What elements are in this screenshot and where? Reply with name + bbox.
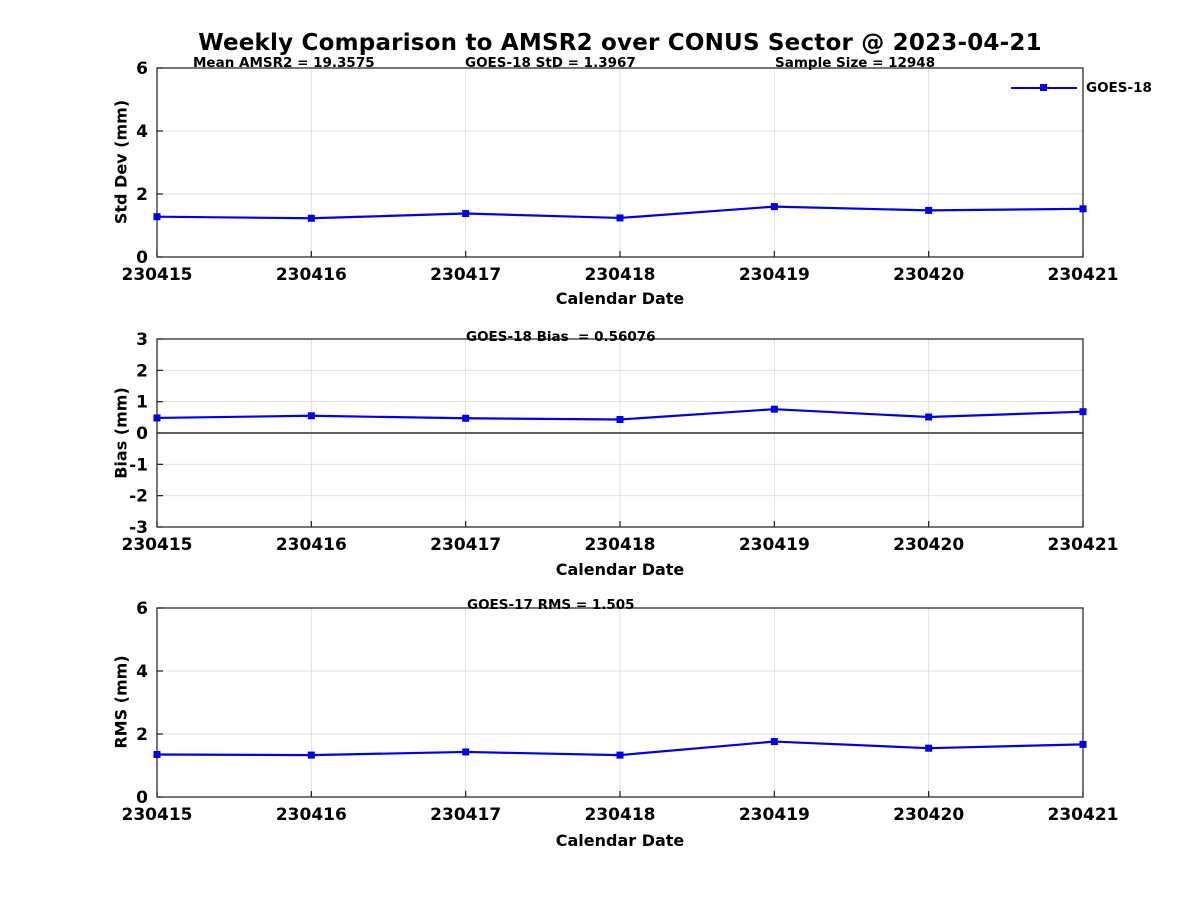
x-tick-label: 230421 <box>1048 265 1119 285</box>
annotation-mean-amsr2: Mean AMSR2 = 19.3575 <box>193 55 375 71</box>
data-point-marker <box>462 748 470 756</box>
data-point-marker <box>1079 205 1087 213</box>
y-tick-label: 3 <box>136 330 148 350</box>
data-point-marker <box>925 744 933 752</box>
legend-label: GOES-18 <box>1086 80 1152 96</box>
x-axis-label-1: Calendar Date <box>555 289 685 308</box>
y-tick-label: -1 <box>129 455 148 475</box>
annotation-goes18-bias: GOES-18 Bias = 0.56076 <box>466 329 656 345</box>
x-tick-label: 230418 <box>585 535 656 555</box>
y-tick-label: 6 <box>136 599 148 619</box>
x-tick-label: 230415 <box>122 535 193 555</box>
figure-title: Weekly Comparison to AMSR2 over CONUS Se… <box>198 30 1042 56</box>
x-tick-label: 230416 <box>276 535 347 555</box>
data-point-marker <box>770 405 778 413</box>
x-tick-label: 230421 <box>1048 805 1119 825</box>
data-point-marker <box>770 203 778 211</box>
data-point-marker <box>1079 740 1087 748</box>
x-tick-label: 230419 <box>739 535 810 555</box>
data-point-marker <box>616 214 624 222</box>
y-axis-label-stddev: Std Dev (mm) <box>111 99 131 225</box>
data-point-marker <box>307 412 315 420</box>
y-axis-label-bias: Bias (mm) <box>111 387 131 479</box>
x-tick-label: 230419 <box>739 265 810 285</box>
legend-square-marker-icon <box>1040 84 1047 92</box>
data-point-marker <box>307 751 315 759</box>
data-point-marker <box>925 206 933 214</box>
data-point-marker <box>925 413 933 421</box>
data-point-marker <box>153 213 161 221</box>
legend-line-sample <box>1011 84 1077 92</box>
x-axis-label-3: Calendar Date <box>555 831 685 850</box>
x-tick-label: 230417 <box>430 805 501 825</box>
x-tick-label: 230415 <box>122 265 193 285</box>
y-tick-label: -3 <box>129 518 148 538</box>
annotation-goes18-std: GOES-18 StD = 1.3967 <box>465 55 636 71</box>
x-tick-label: 230415 <box>122 805 193 825</box>
y-tick-label: -2 <box>129 487 148 507</box>
x-tick-label: 230416 <box>276 805 347 825</box>
y-tick-label: 0 <box>136 424 148 444</box>
annotation-goes17-rms: GOES-17 RMS = 1.505 <box>467 597 635 613</box>
data-point-marker <box>307 214 315 222</box>
x-tick-label: 230420 <box>893 535 964 555</box>
data-point-marker <box>616 416 624 424</box>
x-tick-label: 230418 <box>585 265 656 285</box>
x-tick-label: 230416 <box>276 265 347 285</box>
data-point-marker <box>616 751 624 759</box>
y-tick-label: 2 <box>136 185 148 205</box>
data-point-marker <box>153 750 161 758</box>
data-point-marker <box>1079 408 1087 416</box>
y-tick-label: 4 <box>136 662 148 682</box>
x-axis-label-2: Calendar Date <box>555 560 685 579</box>
y-tick-label: 6 <box>136 59 148 79</box>
y-tick-label: 1 <box>136 393 148 413</box>
y-tick-label: 0 <box>136 788 148 808</box>
annotation-sample-size: Sample Size = 12948 <box>775 55 936 71</box>
x-tick-label: 230420 <box>893 265 964 285</box>
y-axis-label-rms: RMS (mm) <box>111 655 131 749</box>
x-tick-label: 230418 <box>585 805 656 825</box>
x-tick-label: 230421 <box>1048 535 1119 555</box>
x-tick-label: 230419 <box>739 805 810 825</box>
y-tick-label: 0 <box>136 248 148 268</box>
x-tick-label: 230417 <box>430 535 501 555</box>
x-tick-label: 230420 <box>893 805 964 825</box>
y-tick-label: 2 <box>136 361 148 381</box>
y-tick-label: 4 <box>136 122 148 142</box>
data-point-marker <box>462 414 470 422</box>
x-tick-label: 230417 <box>430 265 501 285</box>
y-tick-label: 2 <box>136 725 148 745</box>
legend: GOES-18 <box>1011 80 1152 96</box>
data-point-marker <box>770 738 778 746</box>
data-point-marker <box>153 414 161 422</box>
data-point-marker <box>462 210 470 218</box>
